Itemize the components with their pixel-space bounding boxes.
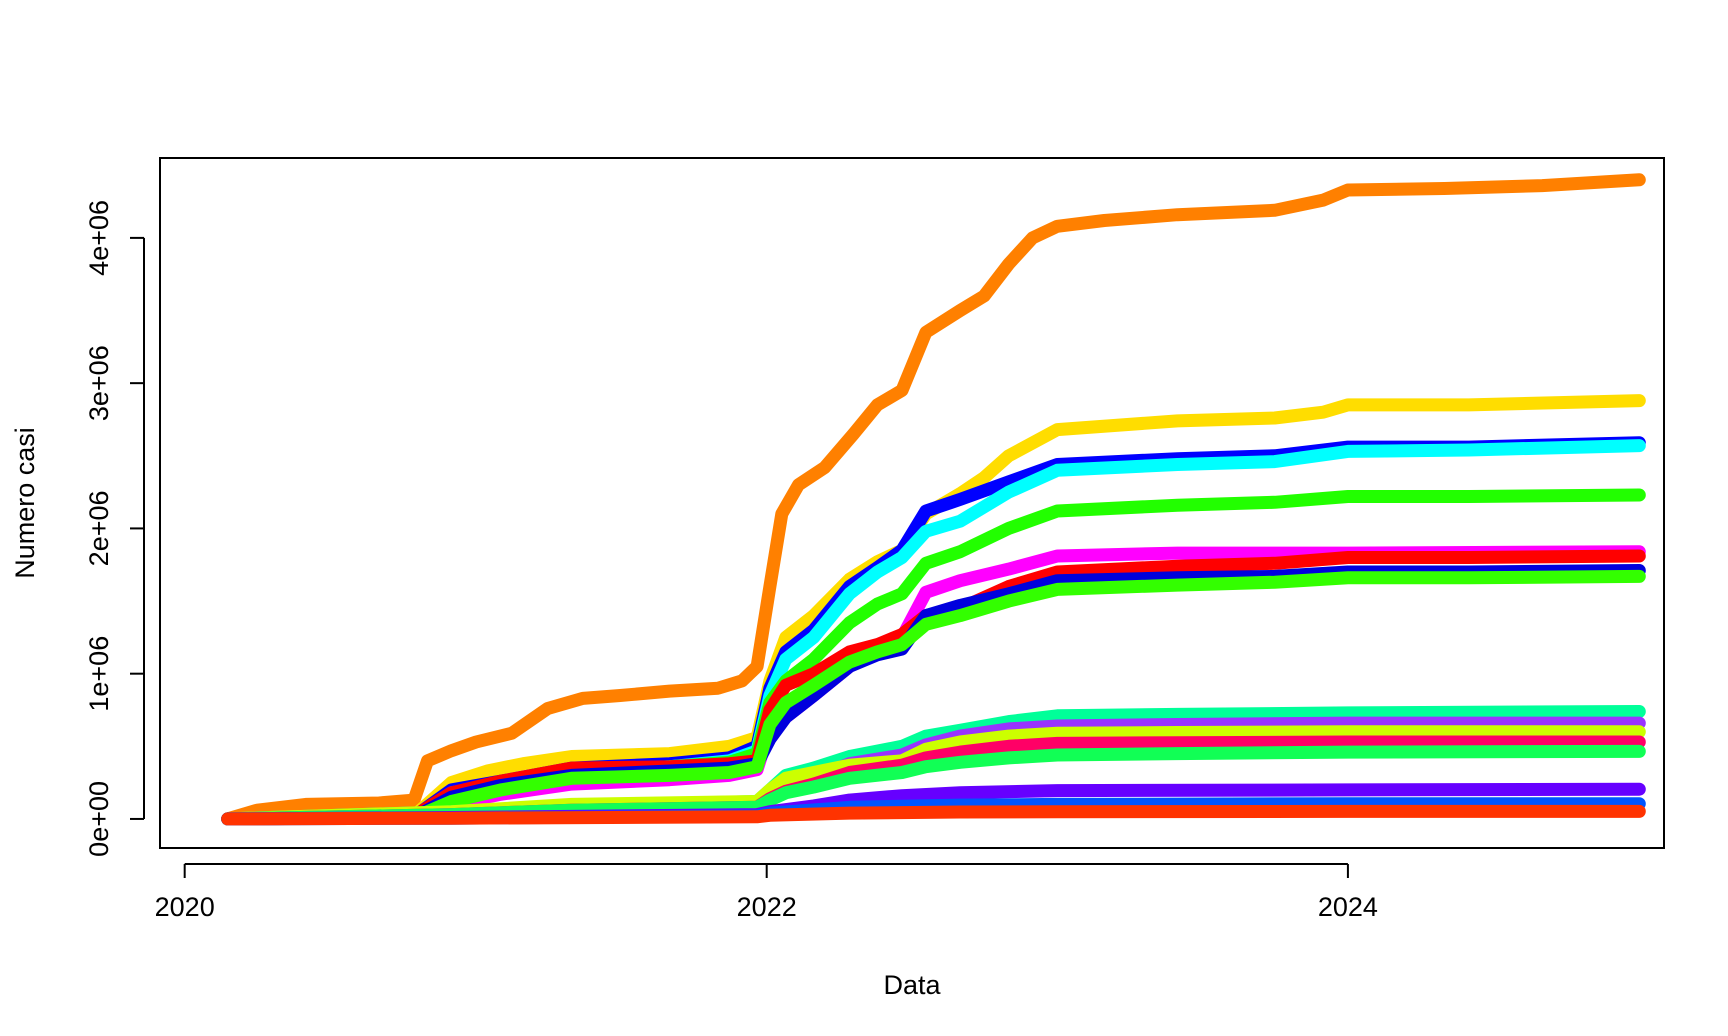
x-tick-label: 2024 <box>1318 892 1378 922</box>
plot-frame <box>159 157 1665 849</box>
series-line <box>221 569 1646 826</box>
series-line <box>221 545 1646 826</box>
y-tick-label: 4e+06 <box>84 200 114 276</box>
x-axis: 2020 2022 2024 <box>155 863 1378 922</box>
y-tick-label: 3e+06 <box>84 345 114 421</box>
x-tick-label: 2022 <box>737 892 797 922</box>
series-line <box>221 804 1646 826</box>
y-axis-label: Numero casi <box>10 427 40 579</box>
series-line <box>221 744 1646 826</box>
series-line <box>221 564 1646 826</box>
x-tick-label: 2020 <box>155 892 215 922</box>
y-tick-label: 0e+00 <box>84 781 114 857</box>
y-tick-label: 1e+06 <box>84 636 114 712</box>
y-tick-label: 2e+06 <box>84 490 114 566</box>
x-axis-label: Data <box>883 970 941 1000</box>
series-layer <box>221 173 1646 826</box>
series-line <box>221 173 1646 826</box>
y-axis: 0e+00 1e+06 2e+06 3e+06 4e+06 <box>84 200 145 857</box>
